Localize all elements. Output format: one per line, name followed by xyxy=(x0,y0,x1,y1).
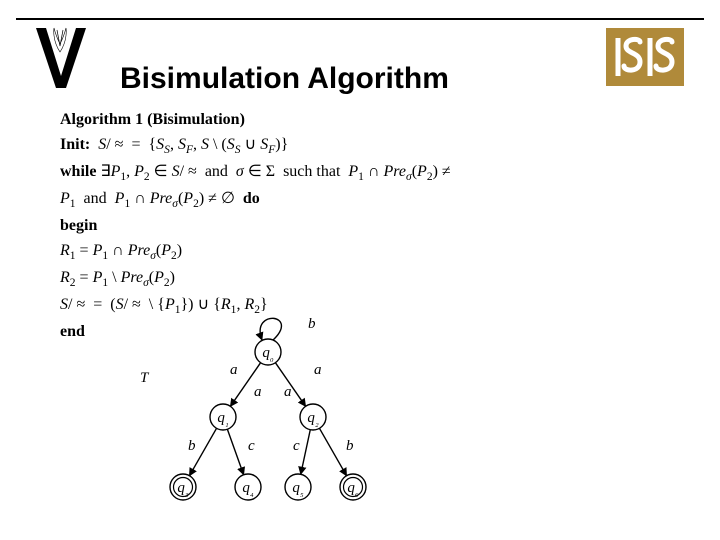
svg-text:a: a xyxy=(230,362,238,378)
transition-tree: Taabccbbaaq₀q₁q₂q₃q₄q₅q₆ xyxy=(128,312,428,532)
svg-text:a: a xyxy=(284,384,292,400)
algo-header: Algorithm 1 (Bisimulation) xyxy=(60,108,660,133)
vanderbilt-logo xyxy=(24,22,98,96)
slide-title: Bisimulation Algorithm xyxy=(120,62,449,96)
svg-text:b: b xyxy=(188,438,196,454)
algo-init: Init: S/ ≈ = {SS, SF, S \ (SS ∪ SF)} xyxy=(60,133,660,160)
svg-text:b: b xyxy=(346,438,354,454)
svg-text:c: c xyxy=(293,438,300,454)
algo-while-1: while ∃P1, P2 ∈ S/ ≈ and σ ∈ Σ such that… xyxy=(60,160,660,187)
svg-text:a: a xyxy=(314,362,322,378)
algo-r2: R2 = P1 \ Preσ(P2) xyxy=(60,266,660,293)
algorithm-block: Algorithm 1 (Bisimulation) Init: S/ ≈ = … xyxy=(60,108,660,345)
algo-while-2: P1 and P1 ∩ Preσ(P2) ≠ ∅ do xyxy=(60,187,660,214)
svg-text:T: T xyxy=(140,370,150,386)
svg-text:a: a xyxy=(254,384,262,400)
algo-r1: R1 = P1 ∩ Preσ(P2) xyxy=(60,239,660,266)
svg-text:c: c xyxy=(248,438,255,454)
svg-text:b: b xyxy=(308,316,316,332)
top-rule xyxy=(16,18,704,20)
isis-logo xyxy=(606,28,684,86)
algo-begin: begin xyxy=(60,214,660,239)
slide: Bisimulation Algorithm Algorithm 1 (Bisi… xyxy=(0,0,720,540)
